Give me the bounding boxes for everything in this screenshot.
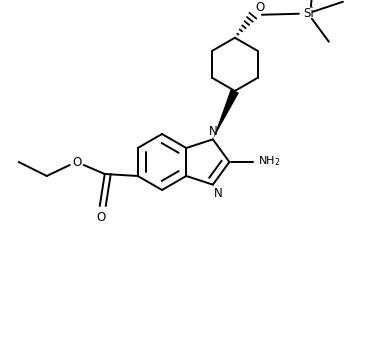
Text: N: N	[214, 186, 223, 200]
Polygon shape	[213, 89, 239, 139]
Text: Si: Si	[303, 7, 314, 20]
Text: NH$_2$: NH$_2$	[258, 154, 281, 168]
Text: N: N	[209, 125, 217, 138]
Text: O: O	[255, 1, 264, 14]
Text: O: O	[72, 156, 82, 168]
Text: O: O	[96, 211, 105, 224]
